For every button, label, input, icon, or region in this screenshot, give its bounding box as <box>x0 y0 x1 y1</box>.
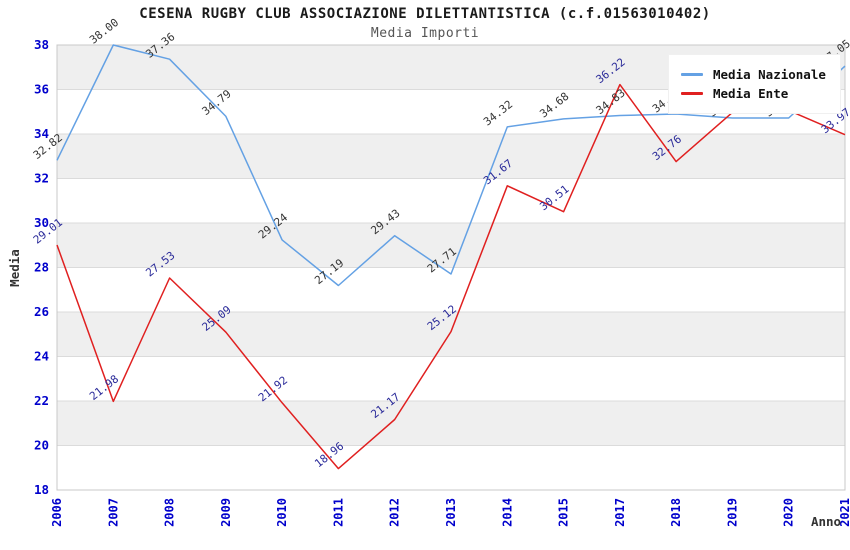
x-tick-label: 2015 <box>557 498 571 527</box>
y-tick-label: 22 <box>34 393 49 408</box>
data-label: 34.83 <box>594 86 628 117</box>
y-tick-label: 24 <box>34 349 49 364</box>
x-tick-label: 2014 <box>500 498 514 527</box>
series-line-media-ente <box>56 83 846 470</box>
x-tick-label: 2006 <box>50 498 64 527</box>
data-label: 34.79 <box>200 87 234 118</box>
x-tick-label: 2008 <box>163 498 177 527</box>
data-label: 34.68 <box>537 90 571 121</box>
legend-item-media-nazionale: Media Nazionale <box>681 67 826 82</box>
y-tick-label: 28 <box>34 260 49 275</box>
chart-title: CESENA RUGBY CLUB ASSOCIAZIONE DILETTANT… <box>139 6 711 22</box>
media-nazionale-line-swatch <box>681 73 703 76</box>
x-tick-label: 2012 <box>388 498 402 527</box>
x-tick-label: 2009 <box>219 498 233 527</box>
data-label: 30.51 <box>537 183 571 214</box>
y-tick-label: 36 <box>34 82 49 97</box>
y-tick-label: 18 <box>34 482 49 497</box>
y-tick-label: 20 <box>34 438 49 453</box>
series-line-media-nazionale <box>56 44 846 287</box>
plot-band <box>57 134 845 179</box>
y-tick-label: 30 <box>34 215 49 230</box>
data-label: 34.32 <box>481 98 515 129</box>
x-tick-label: 2013 <box>444 498 458 527</box>
x-tick-label: 2017 <box>613 498 627 527</box>
legend: Media Nazionale Media Ente <box>668 54 841 114</box>
y-tick-label: 34 <box>34 126 49 141</box>
x-tick-label: 2018 <box>669 498 683 527</box>
y-tick-label: 38 <box>34 37 49 52</box>
x-tick-label: 2010 <box>275 498 289 527</box>
x-tick-label: 2019 <box>725 498 739 527</box>
x-tick-label: 2020 <box>782 498 796 527</box>
y-tick-label: 32 <box>34 171 49 186</box>
data-label: 38.00 <box>87 16 121 47</box>
plot-band <box>57 401 845 446</box>
chart-subtitle: Media Importi <box>370 26 480 41</box>
x-tick-label: 2011 <box>331 498 345 527</box>
legend-label-media-nazionale: Media Nazionale <box>713 67 826 82</box>
legend-label-media-ente: Media Ente <box>713 86 789 101</box>
plot-border <box>56 44 846 491</box>
x-axis-title: Anno <box>811 514 841 529</box>
plot-band <box>57 312 845 357</box>
plot-band <box>57 223 845 268</box>
x-tick-label: 2007 <box>106 498 120 527</box>
y-tick-label: 26 <box>34 304 49 319</box>
y-axis-title: Media <box>7 249 22 287</box>
data-label: 21.92 <box>256 374 290 405</box>
media-ente-line-swatch <box>681 92 703 95</box>
x-tick-label: 2021 <box>838 498 850 527</box>
legend-item-media-ente: Media Ente <box>681 86 826 101</box>
